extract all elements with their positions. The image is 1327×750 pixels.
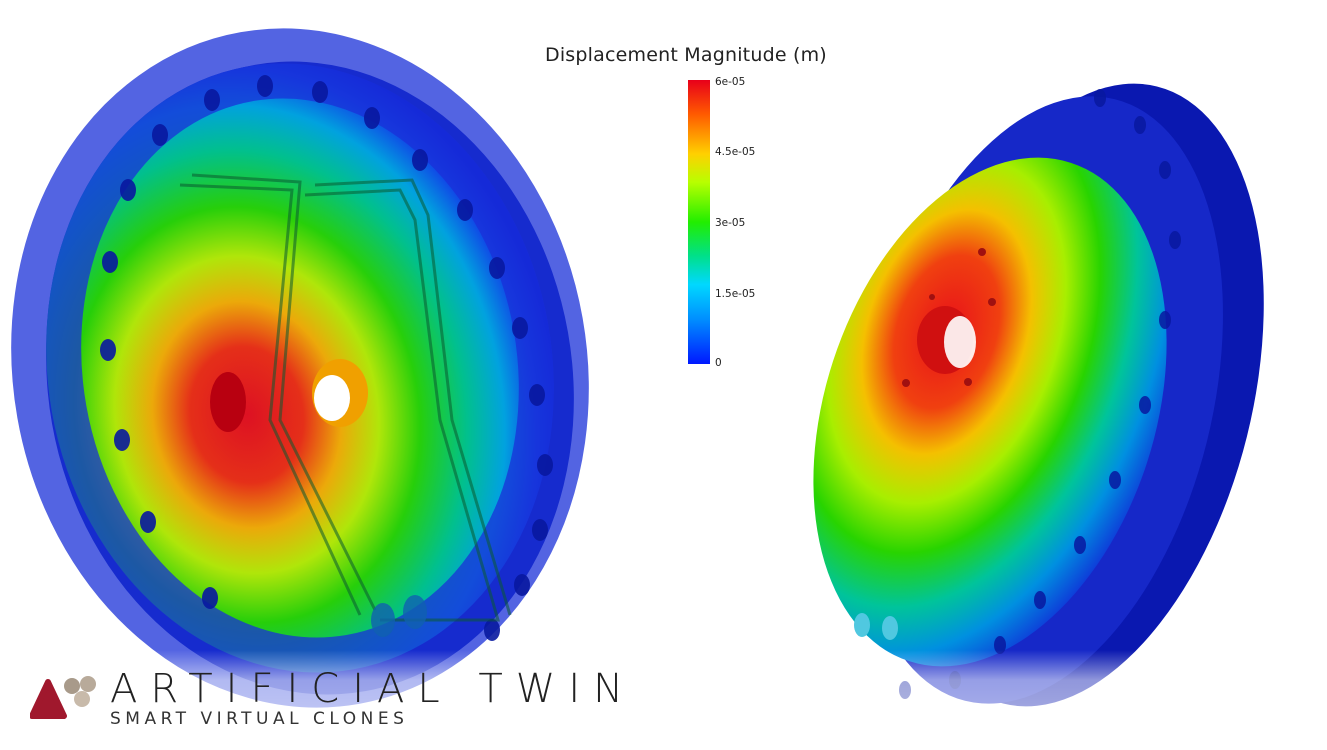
right-flange-model	[813, 83, 1264, 707]
scale-tick-4-5: 4.5e-05	[715, 146, 756, 158]
scale-tick-3: 3e-05	[715, 217, 746, 229]
left-flange-model	[11, 28, 589, 708]
scale-tick-zero: 0	[715, 357, 722, 369]
scale-tick-max: 6e-05	[715, 76, 746, 88]
color-scale-bar	[688, 80, 710, 364]
brand-logo-icon	[30, 676, 96, 719]
legend-title: Displacement Magnitude (m)	[545, 44, 827, 66]
logo-backdrop	[0, 650, 1327, 750]
brand-name: ARTIFICIAL TWIN	[110, 666, 637, 712]
brand-tagline: SMART VIRTUAL CLONES	[110, 709, 409, 729]
scale-tick-1-5: 1.5e-05	[715, 288, 756, 300]
